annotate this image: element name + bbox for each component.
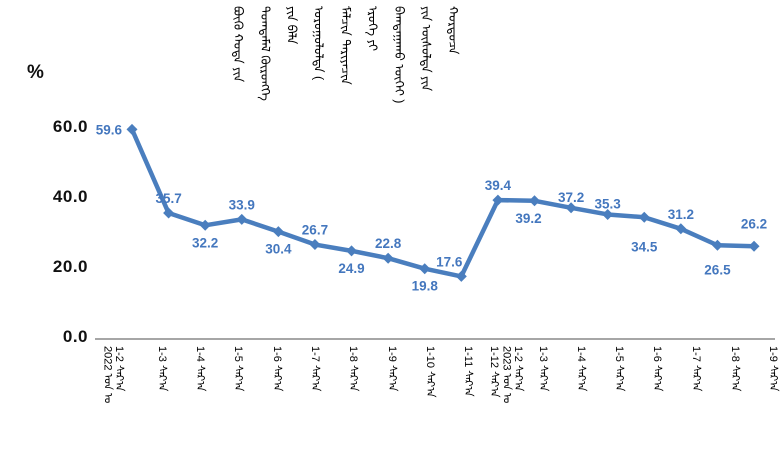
data-point-value-label: 37.2 xyxy=(558,190,584,205)
data-point-marker xyxy=(163,207,175,219)
x-tick-label: 1-9 ᠰᠠᠷ᠎ᠠ xyxy=(767,346,779,392)
x-tick-label: 1-10 ᠰᠠᠷ᠎ᠠ xyxy=(424,346,436,398)
data-point-marker xyxy=(309,239,321,251)
data-point-marker xyxy=(711,239,723,251)
data-point-value-label: 17.6 xyxy=(436,254,463,269)
x-tick-label: 1-5 ᠰᠠᠷ᠎ᠠ xyxy=(232,346,244,392)
data-point-marker xyxy=(602,208,614,220)
x-tick-label: 1-7 ᠰᠠᠷ᠎ᠠ xyxy=(309,346,321,392)
y-axis-tick-labels: 0.0 20.0 40.0 60.0 xyxy=(0,0,88,465)
data-point-value-label: 30.4 xyxy=(265,242,292,257)
y-tick-label: 20.0 xyxy=(52,257,88,276)
data-point-value-label: 19.8 xyxy=(412,279,439,294)
x-tick-label: 1-2 ᠰᠠᠷ᠎ᠠ 2022 ᠣᠨ ᠤ xyxy=(101,346,125,404)
data-point-marker xyxy=(419,263,431,275)
data-point-marker xyxy=(236,213,248,225)
x-tick-label: 1-5 ᠰᠠᠷ᠎ᠠ xyxy=(613,346,625,392)
data-point-marker xyxy=(492,194,504,206)
data-point-marker xyxy=(675,223,687,235)
x-tick-label: 1-6 ᠰᠠᠷ᠎ᠠ xyxy=(651,346,663,392)
data-point-value-label: 33.9 xyxy=(229,197,255,212)
data-point-marker xyxy=(528,195,540,207)
chart-title-mongolian: ᠪᠦᠬᠦ ᠬᠣᠲᠠ ᠶᠢᠨ ᠲᠣᠭᠲᠠᠮᠠᠯ ᠬᠥᠷᠥᠩᠭᠡ ᠶᠢᠨ ᠪᠡᠯᠡ … xyxy=(230,6,460,104)
data-point-marker xyxy=(346,245,358,257)
x-tick-label: 1-7 ᠰᠠᠷ᠎ᠠ xyxy=(690,346,702,392)
data-point-value-label: 39.4 xyxy=(485,178,512,193)
data-point-value-label: 22.8 xyxy=(375,236,402,251)
x-tick-label: 1-11 ᠰᠠᠷ᠎ᠠ xyxy=(462,346,474,397)
x-tick-label: 1-2 ᠰᠠᠷ᠎ᠠ 2023 ᠣᠨ ᠤ xyxy=(500,346,524,404)
data-point-marker xyxy=(565,202,577,214)
data-point-value-label: 32.2 xyxy=(192,235,218,250)
data-point-value-label: 31.2 xyxy=(668,207,694,222)
data-point-value-label: 35.7 xyxy=(155,191,181,206)
data-point-value-label: 26.7 xyxy=(302,223,328,238)
data-point-marker xyxy=(638,211,650,223)
x-tick-label: 1-3 ᠰᠠᠷ᠎ᠠ xyxy=(537,346,549,392)
x-tick-label: 1-8 ᠰᠠᠷ᠎ᠠ xyxy=(729,346,741,392)
y-tick-label: 60.0 xyxy=(52,117,88,136)
x-tick-label: 1-8 ᠰᠠᠷ᠎ᠠ xyxy=(347,346,359,392)
data-point-marker xyxy=(455,270,467,282)
data-point-value-label: 59.6 xyxy=(96,122,123,137)
data-point-value-label: 34.5 xyxy=(631,239,658,254)
x-tick-label: 1-9 ᠰᠠᠷ᠎ᠠ xyxy=(386,346,398,392)
y-axis-unit-label: % xyxy=(27,62,44,83)
data-point-value-label: 39.2 xyxy=(515,211,541,226)
x-tick-label: 1-3 ᠰᠠᠷ᠎ᠠ xyxy=(156,346,168,392)
data-point-value-label: 26.2 xyxy=(741,216,767,231)
x-tick-label: 1-6 ᠰᠠᠷ᠎ᠠ xyxy=(271,346,283,392)
data-point-marker xyxy=(199,219,211,231)
x-tick-label: 1-4 ᠰᠠᠷ᠎ᠠ xyxy=(194,346,206,392)
data-point-marker xyxy=(272,226,284,238)
x-tick-label: 1-12 ᠰᠠᠷ᠎ᠠ xyxy=(488,346,500,398)
y-tick-label: 0.0 xyxy=(62,327,88,346)
y-tick-label: 40.0 xyxy=(52,187,88,206)
data-point-marker xyxy=(748,240,760,252)
data-point-value-label: 35.3 xyxy=(595,196,622,211)
data-point-marker xyxy=(126,123,138,135)
data-point-marker xyxy=(382,252,394,264)
x-tick-label: 1-4 ᠰᠠᠷ᠎ᠠ xyxy=(575,346,587,392)
data-point-value-label: 24.9 xyxy=(338,261,364,276)
data-point-value-label: 26.5 xyxy=(704,262,731,277)
